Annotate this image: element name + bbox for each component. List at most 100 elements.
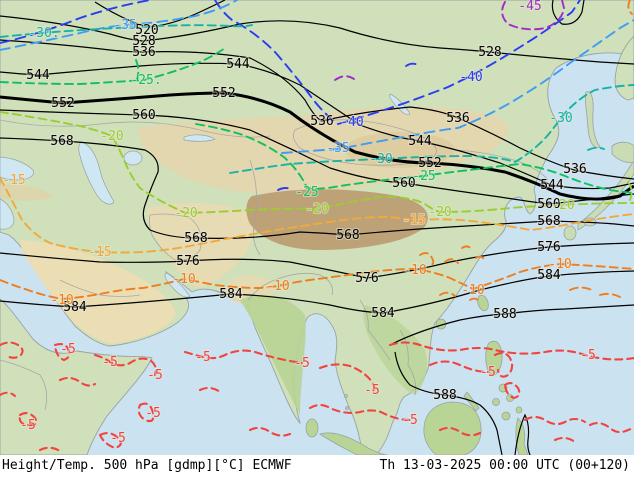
temp-minus20 [0, 111, 634, 214]
inland-seas [0, 93, 410, 298]
sakhalin-island [584, 91, 601, 149]
terrain-tints [0, 106, 509, 415]
black-sea [0, 156, 34, 181]
temp-label--5: -5 [480, 365, 496, 380]
height-label-576: 576 [176, 254, 199, 269]
height-label-584: 584 [219, 287, 243, 302]
andaman-island [345, 406, 349, 410]
height-label-584: 584 [63, 300, 87, 315]
terrain-indochina-green [363, 305, 427, 395]
temp-label--5: -5 [147, 368, 163, 383]
temp-minus45 [334, 0, 565, 81]
height-label-552: 552 [212, 86, 235, 101]
contour-588-sulawesi [514, 413, 531, 455]
height-label-568: 568 [50, 134, 73, 149]
africa-land [0, 298, 153, 455]
contour-520 [94, 0, 226, 28]
height-label-536: 536 [132, 45, 155, 60]
temp-minus35 [0, 0, 634, 154]
temp-label--5: -5 [402, 413, 418, 428]
andaman-island [344, 394, 348, 398]
temp-label--5: -5 [110, 431, 126, 446]
height-label-568: 568 [184, 231, 207, 246]
temp-label--5: -5 [20, 418, 36, 433]
height-label-560: 560 [132, 108, 155, 123]
height-label-544: 544 [26, 68, 50, 83]
map-title: Height/Temp. 500 hPa [gdmp][°C] ECMWF [2, 458, 292, 473]
taiwan-island [477, 294, 489, 312]
lake-balkhash [183, 134, 216, 142]
terrain-caucasus [0, 184, 55, 201]
temp-label--5: -5 [195, 350, 211, 365]
philippine-island [501, 411, 511, 421]
temp-label--10: -10 [50, 293, 73, 308]
mediterranean-sea [0, 198, 15, 230]
philippine-island [515, 406, 523, 414]
height-label-584: 584 [371, 306, 395, 321]
temp-label--30: -30 [369, 152, 392, 167]
temp-minus25 [0, 47, 634, 194]
temp-label--10: -10 [548, 257, 571, 272]
height-label-552: 552 [51, 96, 74, 111]
height-contours [0, 0, 634, 455]
contour-568 [0, 137, 634, 239]
contour-576 [0, 242, 634, 279]
temp-label--15: -15 [88, 245, 111, 260]
contour-top-loop [551, 0, 585, 25]
height-label-544: 544 [540, 178, 564, 193]
height-label-588: 588 [433, 388, 456, 403]
height-label-528: 528 [132, 34, 155, 49]
japan-hokkaido [611, 141, 634, 163]
temp-label--5: -5 [60, 342, 76, 357]
sumatra-island [319, 432, 389, 455]
temp-label--10: -10 [403, 263, 426, 278]
height-label-584: 584 [537, 268, 561, 283]
height-label-528: 528 [478, 45, 501, 60]
temp-label--10: -10 [172, 272, 195, 287]
terrain-arabia-desert [20, 240, 176, 344]
temp-label--5: -5 [102, 355, 118, 370]
height-label-576: 576 [355, 271, 378, 286]
temp-label--5: -5 [364, 383, 380, 398]
temp-label--40: -40 [340, 115, 363, 130]
temp-minus10 [0, 0, 634, 304]
caspian-sea [78, 141, 115, 205]
map-valid-time: Th 13-03-2025 00:00 UTC (00+120) [379, 458, 630, 473]
terrain-tibet-plateau [246, 189, 428, 250]
contour-588-north [391, 304, 634, 345]
temp-minus30 [0, 24, 634, 174]
temp-label--5: -5 [145, 406, 161, 421]
temp-label--25: -25. [130, 73, 161, 88]
temp-label--30: -30 [549, 111, 572, 126]
height-label-576: 576 [537, 240, 560, 255]
aral-sea [123, 150, 143, 166]
temp-minus5 [0, 341, 634, 453]
contour-528 [0, 15, 634, 65]
height-label-588: 588 [493, 307, 516, 322]
temp-label--5: -5 [294, 356, 310, 371]
temp-minus40 [0, 0, 581, 191]
caption-bar: Height/Temp. 500 hPa [gdmp][°C] ECMWF Th… [0, 455, 634, 490]
japan-kyushu [563, 225, 577, 241]
contour-588-south [394, 351, 503, 455]
height-label-536: 536 [310, 114, 333, 129]
philippine-island [492, 398, 500, 406]
temperature-contours [0, 0, 634, 453]
temp-label--20: -20 [100, 129, 123, 144]
temp-label--45: -45 [518, 0, 541, 14]
contour-552-thick [0, 91, 634, 201]
temp-label--25: -25 [295, 185, 318, 200]
temp-label--30: -30. [28, 26, 59, 41]
height-label-568: 568 [336, 228, 359, 243]
sri-lanka-island [305, 418, 319, 438]
height-label-568: 568 [537, 214, 560, 229]
temp-label--25: -25 [412, 169, 435, 184]
temp-label--20: -20 [428, 205, 451, 220]
height-label-544: 544 [408, 134, 432, 149]
temp-label--40: -40 [459, 70, 482, 85]
height-label-544: 544 [226, 57, 250, 72]
temp-label--20: -20 [305, 202, 328, 217]
contour-560 [0, 109, 634, 205]
